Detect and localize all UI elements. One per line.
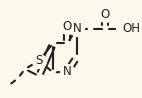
Text: N: N — [63, 65, 72, 78]
Text: O: O — [63, 20, 72, 33]
Text: O: O — [100, 8, 110, 21]
Text: N: N — [72, 22, 81, 35]
Text: OH: OH — [123, 22, 141, 35]
Text: S: S — [35, 54, 43, 67]
